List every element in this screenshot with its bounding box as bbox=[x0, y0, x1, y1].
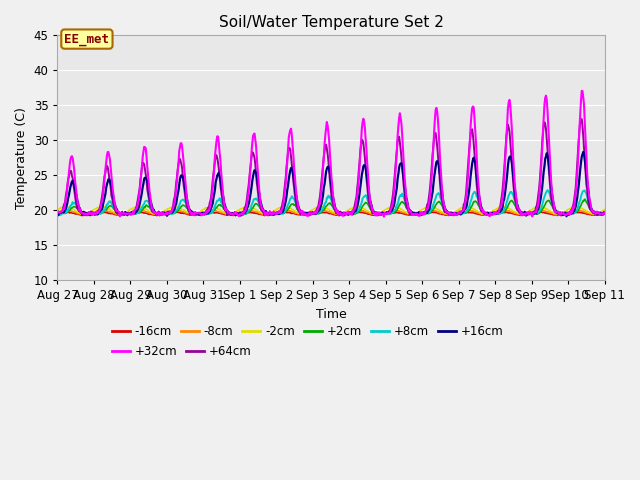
-8cm bbox=[501, 207, 509, 213]
-2cm bbox=[517, 211, 525, 217]
-16cm bbox=[601, 211, 609, 216]
+16cm bbox=[204, 211, 212, 216]
+32cm bbox=[578, 88, 586, 94]
Line: -8cm: -8cm bbox=[58, 210, 605, 215]
+64cm bbox=[578, 116, 586, 122]
+64cm bbox=[340, 213, 348, 218]
+8cm bbox=[120, 211, 127, 216]
-8cm bbox=[120, 212, 127, 217]
+8cm bbox=[413, 212, 421, 218]
Line: +2cm: +2cm bbox=[58, 199, 605, 215]
+16cm bbox=[579, 149, 587, 155]
+2cm bbox=[54, 211, 61, 216]
+16cm bbox=[563, 214, 570, 219]
+2cm bbox=[195, 212, 203, 218]
-8cm bbox=[398, 209, 406, 215]
Line: +16cm: +16cm bbox=[58, 152, 605, 216]
-8cm bbox=[414, 211, 422, 217]
-16cm bbox=[175, 210, 183, 216]
+64cm bbox=[54, 212, 61, 218]
+64cm bbox=[120, 211, 127, 216]
+2cm bbox=[175, 206, 183, 212]
+32cm bbox=[204, 209, 212, 215]
+8cm bbox=[397, 193, 405, 199]
+16cm bbox=[397, 160, 405, 166]
+2cm bbox=[63, 209, 71, 215]
-16cm bbox=[63, 209, 71, 215]
X-axis label: Time: Time bbox=[316, 308, 346, 321]
+32cm bbox=[175, 148, 183, 154]
+32cm bbox=[63, 184, 71, 190]
Text: EE_met: EE_met bbox=[65, 33, 109, 46]
-16cm bbox=[54, 211, 61, 216]
Legend: +32cm, +64cm: +32cm, +64cm bbox=[107, 340, 256, 362]
-2cm bbox=[414, 209, 422, 215]
-2cm bbox=[120, 210, 127, 216]
+64cm bbox=[204, 204, 212, 210]
Y-axis label: Temperature (C): Temperature (C) bbox=[15, 107, 28, 209]
-2cm bbox=[204, 204, 212, 210]
-2cm bbox=[317, 204, 325, 209]
+2cm bbox=[601, 211, 609, 217]
+32cm bbox=[414, 213, 422, 218]
Line: +8cm: +8cm bbox=[58, 190, 605, 215]
+64cm bbox=[601, 210, 609, 216]
+64cm bbox=[63, 183, 71, 189]
-8cm bbox=[154, 212, 162, 218]
+16cm bbox=[120, 210, 127, 216]
+2cm bbox=[205, 211, 212, 216]
-16cm bbox=[398, 211, 406, 216]
+2cm bbox=[398, 199, 406, 204]
-8cm bbox=[176, 208, 184, 214]
+32cm bbox=[120, 210, 127, 216]
+32cm bbox=[398, 132, 406, 137]
+16cm bbox=[175, 182, 183, 188]
-8cm bbox=[205, 208, 212, 214]
Line: +64cm: +64cm bbox=[58, 119, 605, 216]
+16cm bbox=[54, 208, 61, 214]
-16cm bbox=[204, 210, 212, 216]
-16cm bbox=[557, 213, 565, 218]
Title: Soil/Water Temperature Set 2: Soil/Water Temperature Set 2 bbox=[219, 15, 444, 30]
+8cm bbox=[63, 209, 71, 215]
+32cm bbox=[54, 209, 61, 215]
-2cm bbox=[398, 207, 406, 213]
+32cm bbox=[601, 209, 609, 215]
+2cm bbox=[414, 211, 422, 216]
+8cm bbox=[414, 210, 422, 216]
-8cm bbox=[54, 209, 61, 215]
-2cm bbox=[54, 207, 61, 213]
+32cm bbox=[380, 214, 388, 219]
+16cm bbox=[63, 200, 71, 206]
+8cm bbox=[601, 210, 609, 216]
-16cm bbox=[414, 212, 422, 217]
+64cm bbox=[414, 212, 422, 218]
-2cm bbox=[175, 205, 183, 211]
+16cm bbox=[601, 209, 609, 215]
Line: -2cm: -2cm bbox=[58, 206, 605, 214]
+64cm bbox=[175, 157, 183, 163]
Line: -16cm: -16cm bbox=[58, 212, 605, 216]
+8cm bbox=[543, 187, 551, 193]
-8cm bbox=[601, 209, 609, 215]
+2cm bbox=[581, 196, 589, 202]
+16cm bbox=[413, 211, 421, 217]
-16cm bbox=[120, 212, 127, 218]
+8cm bbox=[204, 211, 212, 217]
-2cm bbox=[601, 207, 609, 213]
-8cm bbox=[63, 207, 71, 213]
+64cm bbox=[398, 165, 406, 171]
+8cm bbox=[175, 203, 183, 208]
-2cm bbox=[63, 204, 71, 210]
+2cm bbox=[120, 210, 127, 216]
-16cm bbox=[351, 209, 359, 215]
+8cm bbox=[54, 212, 61, 217]
Line: +32cm: +32cm bbox=[58, 91, 605, 216]
